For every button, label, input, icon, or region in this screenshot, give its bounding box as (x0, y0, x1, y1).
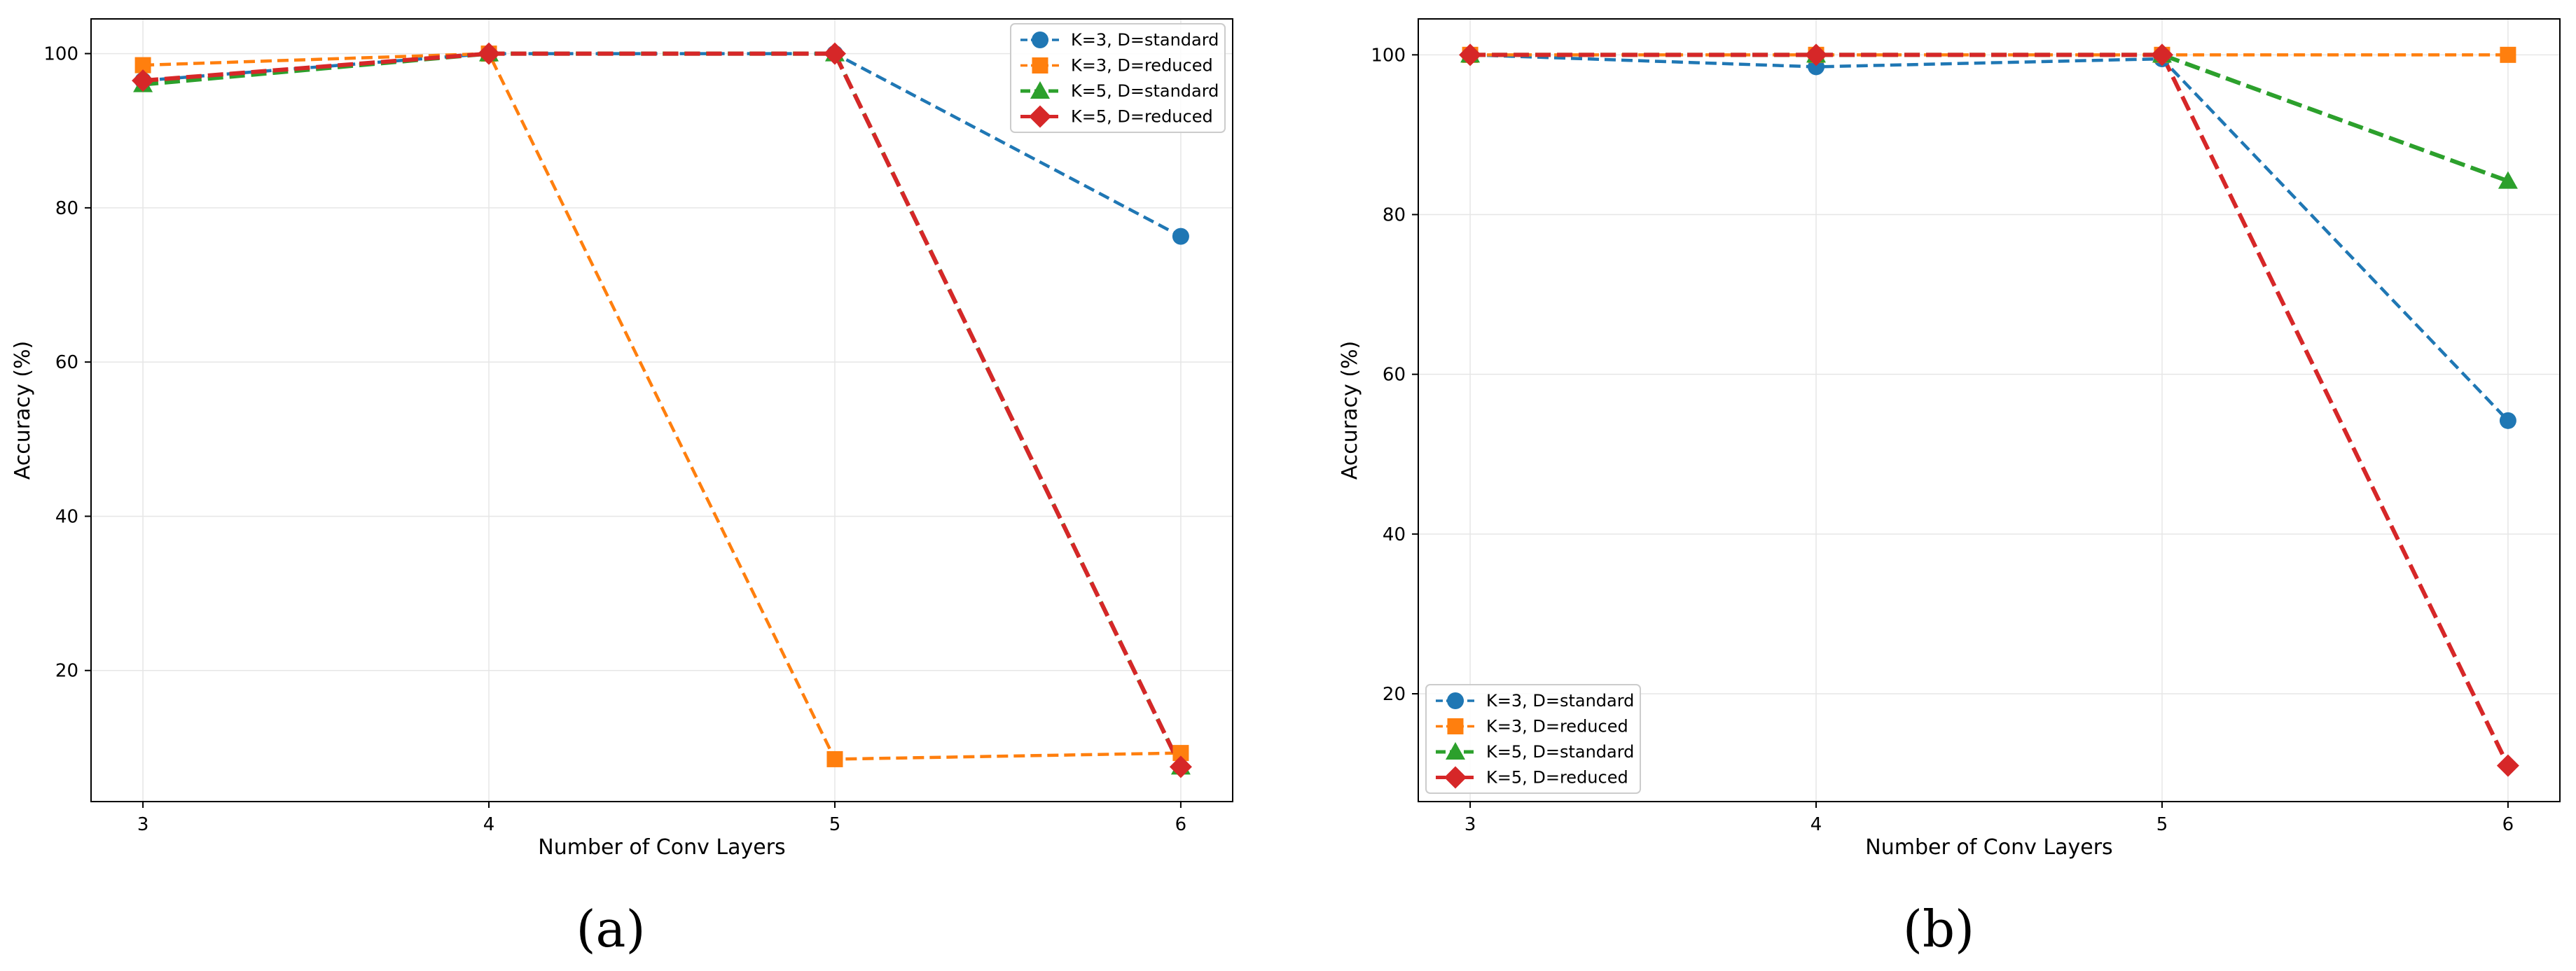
x-tick-label: 5 (2156, 814, 2168, 835)
series-line-k5_standard (1470, 53, 2509, 183)
x-tick-label: 6 (2502, 814, 2514, 835)
y-tick-label: 100 (43, 44, 78, 65)
panel-a: 3 4 5 6 20 40 60 80 100 Number of Conv Layers Accu… (11, 18, 1233, 958)
y-tick-label: 60 (1383, 365, 1406, 386)
panel-b: 3 4 5 6 20 40 60 80 100 Number of Conv Layers Accu… (1338, 18, 2561, 958)
x-axis-label: Number of Conv Layers (538, 835, 785, 860)
legend-label-k5_reduced: K=5, D=reduced (1071, 107, 1213, 127)
x-tick-label: 3 (1464, 814, 1476, 835)
x-tick-label: 6 (1175, 814, 1187, 835)
legend: K=3, D=standard K=3, D=reduced K=5, D=stan… (1010, 23, 1226, 133)
data-point-k3_standard (1172, 228, 1189, 245)
plot-frame (90, 18, 1233, 802)
legend-marker-k3_reduced (1032, 57, 1048, 74)
legend-label-k3_standard: K=3, D=standard (1486, 691, 1634, 711)
y-tick-label: 80 (55, 198, 78, 219)
y-tick-label: 40 (55, 506, 78, 527)
data-point-k5_standard (2498, 171, 2518, 189)
legend-box (1425, 684, 1641, 794)
legend-marker-k5_standard (1030, 81, 1050, 99)
x-tick-label: 4 (1810, 814, 1822, 835)
legend: K=3, D=standard K=3, D=reduced K=5, D=stan… (1425, 684, 1641, 794)
legend-marker-k3_standard (1447, 692, 1464, 709)
data-point-k5_reduced (823, 42, 846, 65)
x-axis-label: Number of Conv Layers (1865, 835, 2112, 860)
y-axis-label: Accuracy (%) (1338, 341, 1362, 480)
data-point-k5_reduced (1805, 43, 1828, 67)
data-point-k3_reduced (1172, 745, 1189, 762)
legend-label-k3_reduced: K=3, D=reduced (1486, 717, 1628, 736)
series-line-k5_reduced (142, 51, 1183, 768)
data-point-k5_reduced (2496, 754, 2519, 777)
x-tick-label: 5 (829, 814, 841, 835)
legend-label-k3_standard: K=3, D=standard (1071, 30, 1219, 50)
legend-marker-k3_reduced (1447, 718, 1464, 734)
data-point-k3_reduced (826, 750, 843, 767)
data-point-k3_standard (2499, 412, 2516, 429)
panel-caption: (b) (1903, 900, 1974, 958)
y-tick-label: 80 (1383, 205, 1406, 226)
y-tick-label: 20 (1383, 684, 1406, 705)
y-tick-label: 100 (1371, 45, 1406, 66)
series-line-k3_reduced (143, 52, 1181, 761)
series-line-k5_reduced (1470, 53, 2510, 767)
series-line-k3_standard (1470, 53, 2509, 422)
legend-label-k5_standard: K=5, D=standard (1486, 742, 1634, 762)
legend-marker-k5_standard (1446, 742, 1465, 760)
y-tick-label: 40 (1383, 524, 1406, 545)
plot-frame (1418, 18, 2561, 802)
x-tick-label: 4 (483, 814, 495, 835)
series-line-k5_standard (142, 51, 1183, 768)
y-tick-label: 60 (55, 352, 78, 373)
data-point-k5_reduced (2150, 43, 2173, 67)
data-point-k5_reduced (1459, 43, 1482, 67)
legend-marker-k3_standard (1032, 32, 1048, 48)
data-point-k3_reduced (134, 57, 151, 74)
data-point-k3_reduced (2500, 46, 2516, 63)
data-point-k5_reduced (1169, 755, 1192, 778)
legend-label-k3_reduced: K=3, D=reduced (1071, 56, 1213, 76)
legend-marker-k5_reduced (1444, 766, 1467, 789)
legend-label-k5_reduced: K=5, D=reduced (1486, 768, 1628, 788)
legend-marker-k5_reduced (1029, 105, 1051, 128)
y-axis-label: Accuracy (%) (11, 341, 35, 480)
data-point-k5_reduced (132, 69, 155, 92)
legend-box (1010, 23, 1226, 133)
legend-label-k5_standard: K=5, D=standard (1071, 81, 1219, 101)
x-tick-label: 3 (137, 814, 149, 835)
data-point-k5_reduced (478, 42, 501, 65)
y-tick-label: 20 (55, 661, 78, 682)
panel-caption: (a) (576, 900, 645, 958)
